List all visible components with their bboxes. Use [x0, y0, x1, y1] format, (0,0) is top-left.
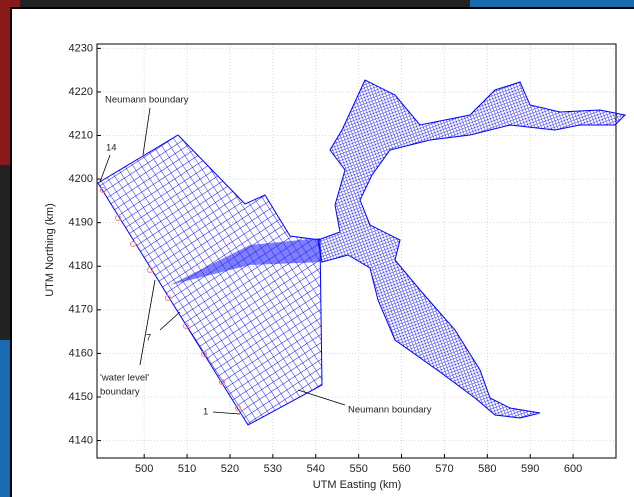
y-tick-label: 4180: [69, 260, 93, 272]
y-tick-label: 4230: [69, 42, 93, 54]
x-tick-label: 530: [264, 463, 282, 475]
x-tick-label: 500: [135, 463, 153, 475]
y-tick-label: 4170: [69, 304, 93, 316]
x-tick-label: 510: [178, 463, 196, 475]
y-tick-label: 4160: [69, 347, 93, 359]
x-tick-label: 540: [307, 463, 325, 475]
x-tick-label: 560: [392, 463, 410, 475]
annotation: 1: [203, 407, 208, 418]
y-tick-label: 4140: [69, 434, 93, 446]
annotation: 7: [146, 333, 151, 344]
y-tick-label: 4150: [69, 391, 93, 403]
annotation: boundary: [100, 387, 140, 398]
screenshot: 500 510 520 530 540 550 560 570 580 590 600 4140 415…: [0, 0, 634, 497]
y-tick-label: 4200: [69, 173, 93, 185]
x-tick-label: 570: [435, 463, 453, 475]
page: 500 510 520 530 540 550 560 570 580 590 600 4140 415…: [0, 0, 634, 497]
x-tick-label: 600: [564, 463, 582, 475]
annotation: 14: [106, 143, 117, 154]
annotation: Neumann boundary: [348, 405, 432, 416]
x-tick-label: 520: [221, 463, 239, 475]
y-tick-label: 4190: [69, 217, 93, 229]
y-axis-label: UTM Northing (km): [44, 203, 56, 297]
annotation: Neumann boundary: [105, 95, 189, 106]
x-tick-label: 590: [521, 463, 539, 475]
y-tick-label: 4220: [69, 86, 93, 98]
x-tick-label: 580: [478, 463, 496, 475]
annotation: 'water level': [100, 373, 149, 384]
x-axis-label: UTM Easting (km): [313, 479, 402, 491]
y-tick-label: 4210: [69, 129, 93, 141]
x-tick-label: 550: [349, 463, 367, 475]
